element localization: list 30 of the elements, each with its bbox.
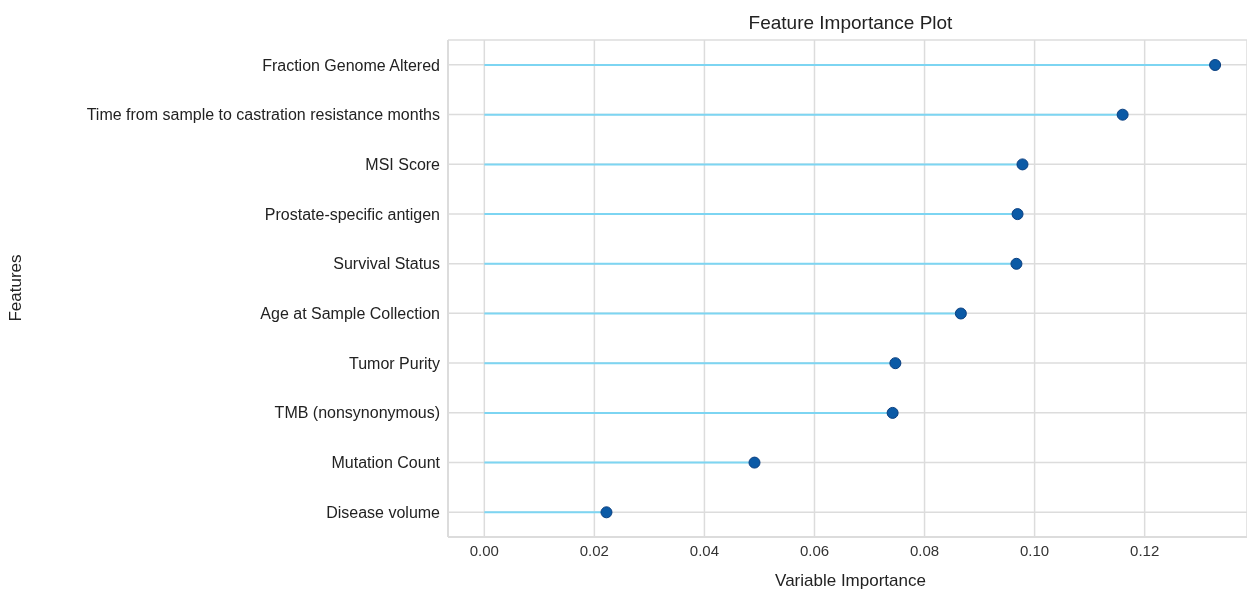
x-tick-label: 0.02 bbox=[579, 541, 609, 559]
y-tick-label: MSI Score bbox=[365, 155, 441, 173]
point bbox=[748, 456, 761, 469]
point bbox=[1209, 59, 1222, 71]
x-tick-label: 0.10 bbox=[1019, 541, 1050, 559]
x-tick-label: 0.06 bbox=[799, 541, 830, 559]
point bbox=[1016, 158, 1029, 171]
point bbox=[1116, 108, 1129, 121]
x-tick-label: 0.04 bbox=[689, 541, 720, 559]
chart-title: Feature Importance Plot bbox=[747, 12, 954, 34]
point bbox=[1010, 257, 1023, 270]
x-tick-label: 0.00 bbox=[469, 541, 499, 559]
x-tick-label: 0.12 bbox=[1130, 541, 1160, 559]
y-tick-label: Prostate-specific antigen bbox=[264, 205, 440, 223]
point bbox=[886, 406, 899, 419]
y-axis-title: Features bbox=[6, 254, 26, 322]
point bbox=[1011, 208, 1024, 221]
y-tick-label: TMB (nonsynonymous) bbox=[274, 404, 440, 422]
y-tick-label: Tumor Purity bbox=[349, 354, 440, 372]
x-axis-title: Variable Importance bbox=[774, 571, 927, 591]
y-tick-label: Age at Sample Collection bbox=[260, 305, 440, 323]
y-tick-label: Disease volume bbox=[326, 503, 441, 521]
y-tick-label: Time from sample to castration resistance months bbox=[86, 106, 440, 124]
x-tick-label: 0.08 bbox=[909, 541, 940, 559]
y-tick-label: Mutation Count bbox=[331, 454, 441, 472]
point bbox=[889, 357, 902, 370]
point bbox=[600, 506, 613, 519]
y-tick-label: Fraction Genome Altered bbox=[262, 56, 440, 74]
y-tick-label: Survival Status bbox=[333, 255, 440, 273]
point bbox=[954, 307, 967, 320]
